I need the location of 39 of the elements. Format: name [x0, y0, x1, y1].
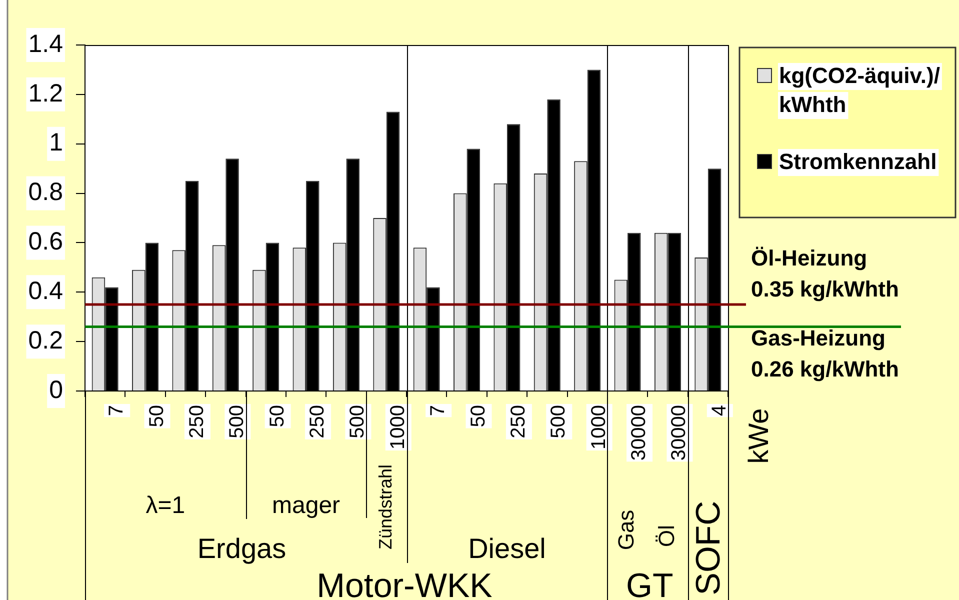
text: kWe — [742, 408, 774, 464]
y-tick-label: 1 — [49, 128, 63, 157]
x-tick-label: 1000 — [386, 405, 409, 450]
text: SOFC — [689, 500, 728, 596]
x-tick-label: 50 — [266, 405, 288, 428]
x-tick-label: 30000 — [668, 405, 690, 461]
x-tick-label: 1000 — [588, 405, 610, 450]
y-tick-label: 0 — [49, 376, 63, 404]
text: Gas — [614, 510, 639, 550]
text: λ=1 — [146, 492, 186, 519]
x-tick-label: 50 — [146, 405, 168, 428]
text: Diesel — [468, 533, 546, 564]
text: mager — [272, 492, 340, 519]
text: Motor-WKK — [316, 567, 493, 600]
x-tick-label: 250 — [306, 405, 329, 438]
y-tick-label: 1.4 — [28, 30, 64, 58]
legend-label: kg(CO2-äquiv.)/kWhth — [779, 63, 940, 117]
text: GT — [626, 567, 674, 600]
ref-line-label: Öl-Heizung 0.35 kg/kWhth — [751, 246, 899, 302]
ref-line-label: Gas-Heizung 0.26 kg/kWhth — [751, 326, 899, 382]
x-tick-label: 500 — [226, 405, 248, 438]
x-tick-label: 30000 — [628, 405, 650, 461]
x-tick-label: 7 — [427, 405, 450, 416]
x-tick-label: 50 — [467, 405, 490, 428]
y-tick-label: 0.8 — [28, 178, 63, 206]
x-tick-label: 500 — [548, 405, 570, 438]
y-tick-label: 0.4 — [28, 277, 64, 306]
y-tick-label: 1.2 — [28, 79, 63, 108]
legend-label: Stromkennzahl — [779, 149, 937, 174]
x-tick-label: 7 — [106, 405, 128, 416]
text: Öl — [654, 525, 679, 547]
y-tick-label: 0.2 — [28, 326, 63, 354]
x-tick-label: 250 — [507, 405, 530, 438]
x-tick-label: 4 — [708, 405, 730, 416]
text: Erdgas — [197, 533, 286, 564]
x-tick-label: 500 — [346, 405, 369, 438]
text: Zündstrahl — [375, 464, 396, 550]
x-tick-label: 250 — [186, 405, 208, 438]
y-tick-label: 0.6 — [28, 228, 63, 256]
